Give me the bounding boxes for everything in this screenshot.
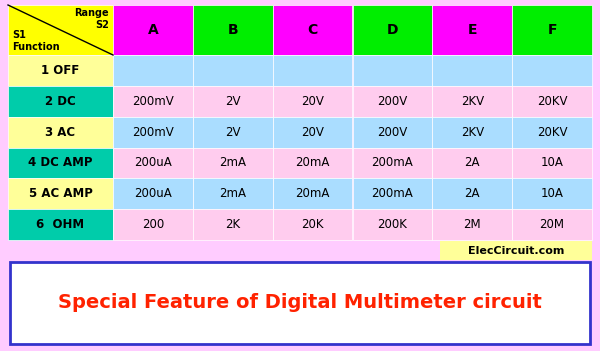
Text: 2 DC: 2 DC [45,95,76,108]
Text: 2KV: 2KV [461,95,484,108]
Text: 200mA: 200mA [371,187,413,200]
Bar [8,117,113,147]
Bar [433,147,512,178]
Bar [433,117,512,147]
Text: 200uA: 200uA [134,157,172,170]
Bar [353,147,433,178]
Bar [353,55,433,86]
Text: 20M: 20M [539,218,565,231]
Text: Range
S2: Range S2 [74,8,109,30]
Text: 20KV: 20KV [537,95,568,108]
Text: 5 AC AMP: 5 AC AMP [29,187,92,200]
Text: 10A: 10A [541,187,563,200]
Bar [433,5,512,55]
Bar [193,209,272,240]
Bar [353,117,433,147]
Text: 1 OFF: 1 OFF [41,64,80,77]
Bar [8,147,113,178]
Bar [113,5,193,55]
Bar [433,209,512,240]
Bar [193,5,272,55]
Bar [512,86,592,117]
Bar [433,86,512,117]
Text: 2A: 2A [464,157,480,170]
Text: A: A [148,23,158,37]
Text: ElecCircuit.com: ElecCircuit.com [468,245,564,256]
Bar [512,117,592,147]
Bar [193,55,272,86]
Text: B: B [227,23,238,37]
Text: C: C [307,23,318,37]
Bar [193,178,272,209]
Text: 20V: 20V [301,126,324,139]
Bar [8,86,113,117]
Text: 6  OHM: 6 OHM [37,218,85,231]
Text: Special Feature of Digital Multimeter circuit: Special Feature of Digital Multimeter ci… [58,293,542,312]
Text: 200V: 200V [377,95,407,108]
Text: 3 AC: 3 AC [46,126,76,139]
Text: 2M: 2M [463,218,481,231]
Bar [353,86,433,117]
Bar [113,55,193,86]
Text: S1
Function: S1 Function [12,30,59,52]
Text: 2KV: 2KV [461,126,484,139]
Bar [272,117,352,147]
Bar [272,86,352,117]
Text: 2V: 2V [225,95,241,108]
Text: 2mA: 2mA [219,157,246,170]
Bar [512,209,592,240]
Bar [113,117,193,147]
Text: 20mA: 20mA [295,157,330,170]
Text: D: D [386,23,398,37]
Bar [8,209,113,240]
Bar [193,86,272,117]
Text: 2A: 2A [464,187,480,200]
Bar [272,178,352,209]
Text: 4 DC AMP: 4 DC AMP [28,157,93,170]
Bar [353,5,433,55]
Text: F: F [547,23,557,37]
Bar [512,55,592,86]
Bar [8,5,113,55]
Bar [113,209,193,240]
Text: 200K: 200K [377,218,407,231]
Bar [512,147,592,178]
Bar [353,209,433,240]
Bar [193,117,272,147]
Bar [272,209,352,240]
Text: 200V: 200V [377,126,407,139]
Text: 2V: 2V [225,126,241,139]
Text: 20KV: 20KV [537,126,568,139]
Bar [193,147,272,178]
Text: 10A: 10A [541,157,563,170]
Bar [8,178,113,209]
Bar [113,178,193,209]
Text: 20mA: 20mA [295,187,330,200]
Text: 200mV: 200mV [132,95,174,108]
Text: 200: 200 [142,218,164,231]
Text: 2mA: 2mA [219,187,246,200]
Bar [512,178,592,209]
Bar [113,147,193,178]
Bar [272,5,352,55]
Bar [113,86,193,117]
Text: 200uA: 200uA [134,187,172,200]
Text: 200mV: 200mV [132,126,174,139]
Text: 2K: 2K [225,218,241,231]
Text: 200mA: 200mA [371,157,413,170]
Text: E: E [467,23,477,37]
Bar [512,5,592,55]
Bar [272,55,352,86]
Bar [433,55,512,86]
Bar [440,241,592,260]
Bar [8,55,113,86]
Bar [353,178,433,209]
Bar [10,262,590,344]
Text: 20K: 20K [301,218,324,231]
Bar [272,147,352,178]
Text: 20V: 20V [301,95,324,108]
Bar [433,178,512,209]
